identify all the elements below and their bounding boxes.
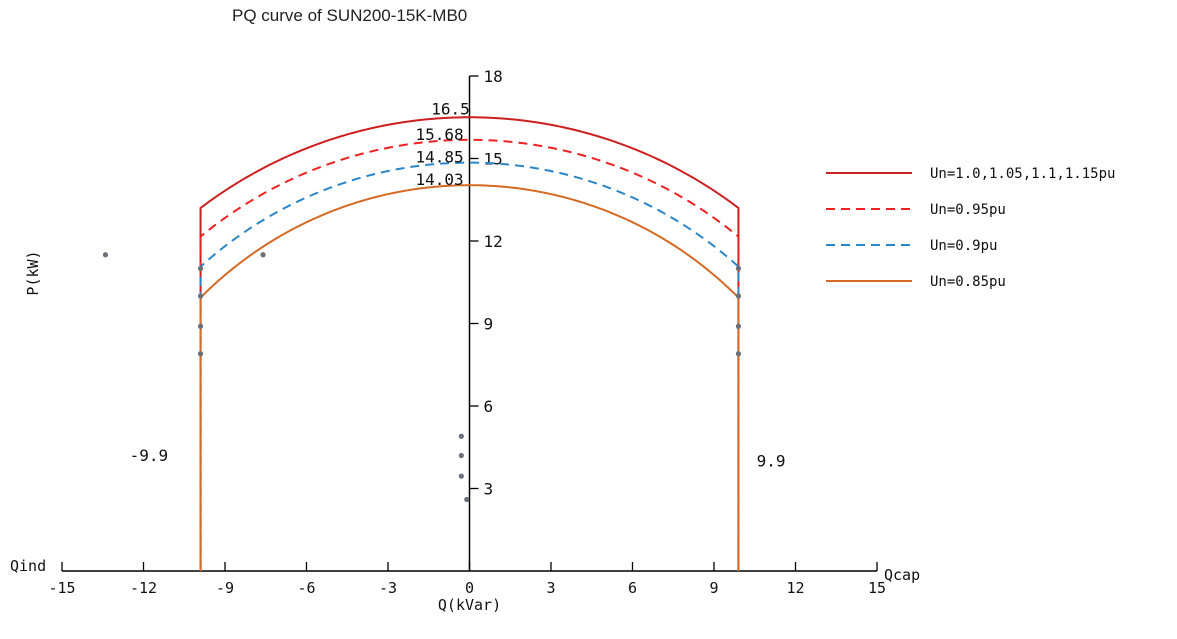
legend-label-1: Un=0.95pu — [930, 202, 1006, 218]
series-line-2 — [199, 161, 740, 571]
data-point — [458, 452, 464, 459]
x-tick-label: -3 — [379, 579, 397, 597]
knee-point — [197, 323, 204, 329]
y-tick-label: 9 — [484, 315, 494, 334]
x-axis-label: Q(kVar) — [438, 596, 501, 614]
data-point — [464, 496, 470, 503]
chart-title: PQ curve of SUN200-15K-MB0 — [232, 6, 468, 25]
series-line-0 — [199, 116, 740, 571]
y-tick-label: 18 — [484, 67, 503, 86]
x-right-label: Qcap — [884, 566, 920, 584]
series-line-3 — [199, 184, 740, 571]
data-point — [102, 252, 109, 258]
legend-label-0: Un=1.0,1.05,1.1,1.15pu — [930, 166, 1115, 182]
y-tick-label: 15 — [484, 150, 503, 169]
x-tick-label: 15 — [868, 579, 886, 597]
annotation-label: 16.5 — [431, 100, 470, 119]
y-axis-label: P(kW) — [24, 250, 42, 295]
annotation-label: -9.9 — [130, 446, 169, 465]
knee-point — [197, 265, 204, 272]
legend-label-2: Un=0.9pu — [930, 238, 997, 254]
y-tick-label: 12 — [484, 232, 503, 251]
y-tick-label: 3 — [484, 480, 494, 499]
knee-point — [197, 351, 204, 357]
data-point — [260, 252, 266, 258]
annotation-label: 14.03 — [416, 170, 464, 189]
knee-point — [735, 351, 742, 357]
x-tick-label: 9 — [709, 579, 718, 597]
x-tick-label: -15 — [48, 579, 75, 597]
data-point — [458, 473, 464, 479]
legend-label-3: Un=0.85pu — [930, 274, 1006, 290]
x-tick-label: -12 — [130, 579, 157, 597]
x-tick-label: 3 — [546, 579, 555, 597]
knee-point — [735, 265, 742, 272]
knee-point — [735, 293, 742, 299]
knee-point — [197, 293, 204, 299]
x-tick-label: 0 — [465, 579, 474, 597]
x-tick-label: 6 — [628, 579, 637, 597]
x-tick-label: -9 — [216, 579, 234, 597]
x-tick-label: -6 — [297, 579, 315, 597]
annotation-label: 14.85 — [416, 148, 464, 167]
annotation-label: 15.68 — [416, 125, 464, 144]
y-tick-label: 6 — [484, 397, 494, 416]
data-point — [458, 433, 464, 439]
x-tick-label: 12 — [786, 579, 804, 597]
x-left-label: Qind — [10, 557, 46, 575]
series-line-1 — [199, 138, 740, 571]
knee-point — [735, 323, 742, 329]
annotation-label: 9.9 — [757, 452, 786, 471]
